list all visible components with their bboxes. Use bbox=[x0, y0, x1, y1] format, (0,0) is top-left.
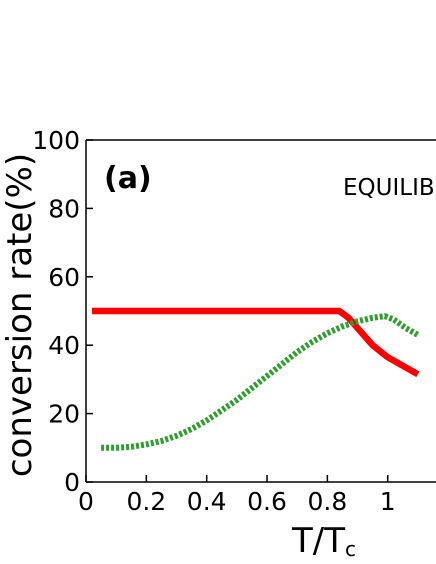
y-tick-label: 80 bbox=[48, 194, 80, 223]
axes bbox=[85, 139, 436, 483]
panel-label: (a) bbox=[104, 161, 152, 196]
x-axis-label-subscript: c bbox=[345, 537, 356, 561]
x-tick-label: 0 bbox=[78, 487, 94, 516]
y-tick-label: 60 bbox=[48, 263, 80, 292]
series-line-1 bbox=[92, 307, 420, 378]
x-tick-label: 1 bbox=[380, 487, 396, 516]
y-tick-label: 20 bbox=[48, 400, 80, 429]
y-tick-label: 0 bbox=[64, 468, 80, 497]
series-line-2 bbox=[101, 313, 420, 451]
y-tick-label: 40 bbox=[48, 331, 80, 360]
x-tick-label: 0.2 bbox=[126, 487, 166, 516]
x-tick-label: 0.6 bbox=[247, 487, 287, 516]
y-tick-label: 100 bbox=[32, 126, 80, 155]
x-axis-label: T/Tc bbox=[291, 521, 356, 561]
labels: 0 20 40 60 80 100 0 0.2 0.4 0.6 0.8 1 (a) EQUILIB T/Tc… bbox=[0, 126, 435, 561]
series-layer bbox=[92, 307, 420, 451]
annotation-text: EQUILIB bbox=[343, 175, 435, 201]
y-axis-label: conversion rate(%) bbox=[0, 153, 40, 477]
x-tick-label: 0.4 bbox=[187, 487, 227, 516]
x-tick-label: 0.8 bbox=[307, 487, 347, 516]
